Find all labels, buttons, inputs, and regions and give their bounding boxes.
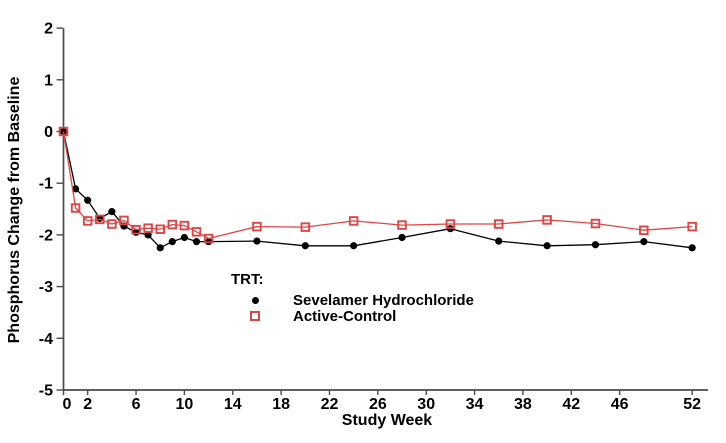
- legend-item-sevelamer: Sevelamer Hydrochloride: [231, 291, 474, 309]
- x-tick-label: 30: [417, 396, 435, 413]
- open-square-icon: [248, 309, 262, 323]
- y-tick-label: -5: [39, 383, 53, 400]
- x-tick-label: 14: [224, 396, 242, 413]
- active-control-point: [131, 224, 141, 235]
- x-tick-label: 2: [83, 396, 92, 413]
- sevelamer-hydrochloride-point: [144, 231, 152, 239]
- active-control-point: [445, 219, 456, 229]
- active-control-point: [119, 215, 129, 226]
- active-control-point: [252, 221, 262, 232]
- x-tick-label: 22: [321, 396, 339, 413]
- active-control-point: [397, 220, 407, 230]
- sevelamer-hydrochloride-point: [301, 242, 309, 250]
- sevelamer-hydrochloride-point: [253, 237, 261, 245]
- x-tick-label: 34: [466, 396, 484, 413]
- x-tick-label: 0: [63, 396, 72, 413]
- x-tick-label: 26: [369, 396, 387, 413]
- x-tick-label: 10: [176, 396, 194, 413]
- active-control-point: [143, 223, 153, 233]
- x-axis-title: Study Week: [341, 412, 433, 429]
- y-axis-title: Phosphorus Change from Baseline: [6, 76, 23, 344]
- active-control-point: [155, 224, 165, 234]
- legend-title: TRT:: [231, 271, 264, 288]
- x-tick-label: 18: [272, 396, 290, 413]
- legend-item-active-control: Active-Control: [231, 307, 474, 325]
- x-tick-label: 38: [514, 396, 532, 413]
- y-tick-label: -2: [39, 227, 53, 244]
- x-tick-label: 42: [562, 396, 580, 413]
- y-tick-label: -4: [39, 331, 53, 348]
- sevelamer-hydrochloride-point: [398, 233, 406, 242]
- sevelamer-hydrochloride-point: [543, 242, 551, 250]
- legend-label-sevelamer: Sevelamer Hydrochloride: [293, 291, 474, 309]
- sevelamer-hydrochloride-point: [180, 233, 188, 242]
- active-control-point: [191, 227, 202, 237]
- active-control-point: [348, 216, 359, 226]
- active-control-point: [95, 214, 105, 225]
- active-control-point: [542, 215, 552, 225]
- x-tick-label: 46: [611, 396, 629, 413]
- sevelamer-hydrochloride-point: [156, 244, 164, 252]
- active-control-point: [590, 218, 601, 229]
- y-tick-label: 1: [44, 72, 53, 89]
- sevelamer-hydrochloride-point: [640, 238, 648, 246]
- y-tick-label: 2: [44, 21, 53, 38]
- active-control-point: [639, 225, 649, 235]
- active-control-point: [82, 216, 93, 226]
- active-control-point: [493, 219, 504, 229]
- sevelamer-hydrochloride-point: [591, 241, 600, 249]
- sevelamer-hydrochloride-point: [350, 242, 358, 250]
- active-control-point: [300, 222, 311, 232]
- legend-label-active-control: Active-Control: [293, 307, 397, 325]
- sevelamer-hydrochloride-point: [495, 237, 503, 245]
- y-tick-label: -1: [39, 176, 53, 193]
- active-control-point: [58, 126, 69, 137]
- x-tick-label: 52: [683, 396, 701, 413]
- y-tick-label: -3: [39, 279, 53, 296]
- sevelamer-hydrochloride-point: [84, 196, 92, 204]
- filled-circle-icon: [248, 293, 262, 307]
- sevelamer-hydrochloride-point: [192, 238, 201, 246]
- sevelamer-hydrochloride-point: [59, 127, 68, 136]
- active-control-point: [203, 233, 214, 244]
- active-control-point: [687, 221, 697, 232]
- active-control-point: [179, 220, 190, 231]
- active-control-point: [107, 219, 117, 229]
- sevelamer-hydrochloride-point: [71, 185, 80, 193]
- y-tick-label: 0: [44, 124, 53, 141]
- active-control-point: [70, 203, 81, 213]
- x-tick-label: 6: [132, 396, 141, 413]
- sevelamer-hydrochloride-point: [688, 244, 696, 252]
- sevelamer-hydrochloride-point: [168, 238, 176, 246]
- active-control-point: [167, 219, 178, 230]
- sevelamer-hydrochloride-line: [62, 131, 693, 249]
- active-control-line: [62, 131, 693, 240]
- legend: TRT: Sevelamer Hydrochloride Active-Cont…: [231, 271, 474, 325]
- sevelamer-hydrochloride-point: [108, 208, 116, 216]
